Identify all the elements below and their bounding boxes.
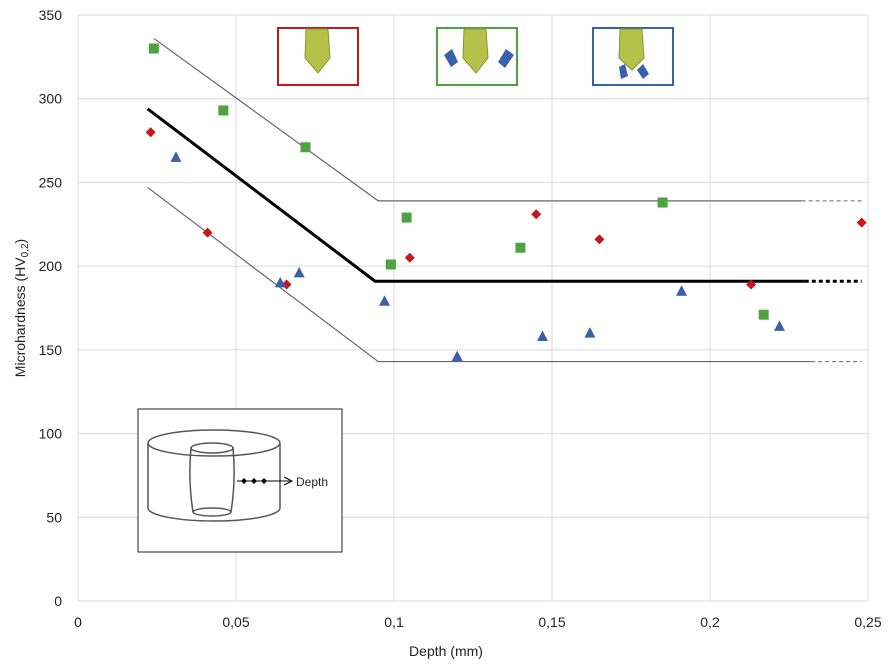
y-tick-label: 100 xyxy=(39,426,63,442)
trend-line xyxy=(146,107,805,283)
point xyxy=(218,105,229,116)
tool xyxy=(444,49,514,68)
x-tick-label: 0,1 xyxy=(384,614,404,630)
icon-frame xyxy=(277,27,359,86)
inset-label: Depth xyxy=(296,475,328,489)
y-tick-label: 150 xyxy=(39,342,63,358)
y-tick-label: 50 xyxy=(46,509,62,525)
y-tick-label: 200 xyxy=(39,258,63,274)
inset: Depth xyxy=(137,408,343,553)
point xyxy=(584,327,596,338)
y-tick-label: 0 xyxy=(54,593,62,609)
y-label-end: ) xyxy=(12,239,28,244)
point xyxy=(170,151,182,162)
point xyxy=(274,276,286,288)
cylinder xyxy=(147,443,281,522)
arrow xyxy=(283,476,294,486)
tool xyxy=(619,64,649,79)
arrow-dots xyxy=(241,478,267,484)
point xyxy=(531,209,542,220)
drill xyxy=(462,28,489,74)
point xyxy=(385,259,396,270)
point xyxy=(401,212,412,223)
point xyxy=(379,295,391,306)
icon-frame xyxy=(592,27,674,86)
point xyxy=(537,330,549,341)
point xyxy=(148,43,159,54)
y-tick-label: 350 xyxy=(39,7,63,23)
point xyxy=(451,350,463,362)
point xyxy=(202,227,213,238)
point xyxy=(676,285,688,296)
y-tick-label: 300 xyxy=(39,91,63,107)
x-axis-label: Depth (mm) xyxy=(409,643,483,659)
y-label-text: Microhardness (HV xyxy=(12,257,28,377)
drill xyxy=(304,28,331,74)
plot xyxy=(145,37,867,363)
point xyxy=(746,279,757,290)
point xyxy=(856,217,867,228)
point xyxy=(657,197,668,208)
y-tick-label: 250 xyxy=(39,174,63,190)
point xyxy=(145,127,156,138)
hole xyxy=(189,447,235,513)
icon-frame xyxy=(436,27,518,86)
point xyxy=(293,266,305,278)
drill xyxy=(618,28,645,71)
x-tick-label: 0,25 xyxy=(854,614,881,630)
point xyxy=(404,252,415,263)
y-axis-label: Microhardness (HV0,2) xyxy=(12,239,31,377)
point xyxy=(774,320,786,331)
point xyxy=(758,309,769,320)
trend-line xyxy=(147,186,812,363)
grid: 0 50 100 150 200 250 300 350 0 0,05 0,1 0,15 0,2 0,25 xyxy=(39,7,882,630)
y-label-sub: 0,2 xyxy=(20,243,31,257)
x-tick-label: 0,2 xyxy=(700,614,720,630)
x-tick-label: 0,05 xyxy=(222,614,249,630)
point xyxy=(515,242,526,253)
drill-icons xyxy=(277,27,674,86)
hole xyxy=(192,507,232,517)
point xyxy=(300,142,311,153)
x-tick-label: 0,15 xyxy=(538,614,565,630)
x-tick-label: 0 xyxy=(74,614,82,630)
point xyxy=(594,234,605,245)
